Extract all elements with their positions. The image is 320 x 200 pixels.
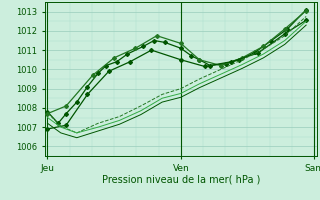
X-axis label: Pression niveau de la mer( hPa ): Pression niveau de la mer( hPa )	[102, 174, 260, 184]
